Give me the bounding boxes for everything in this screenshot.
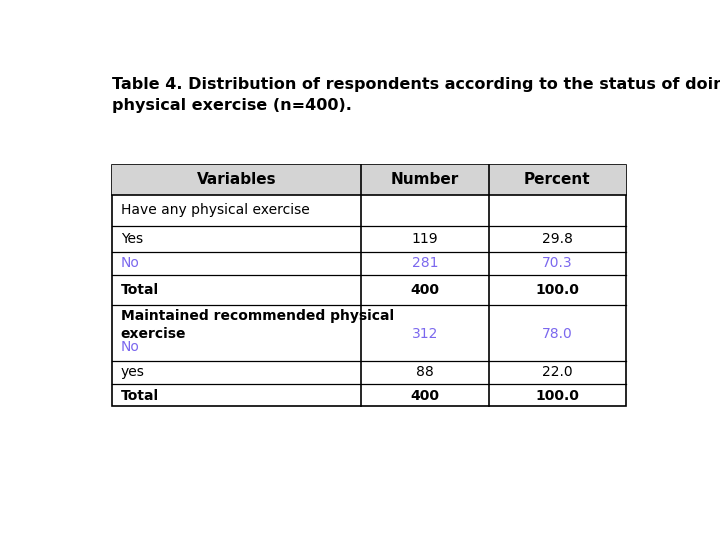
- Text: No: No: [121, 256, 140, 271]
- Text: 70.3: 70.3: [542, 256, 572, 271]
- Text: Maintained recommended physical
exercise: Maintained recommended physical exercise: [121, 309, 394, 341]
- Text: 119: 119: [412, 232, 438, 246]
- Text: No: No: [121, 340, 140, 354]
- Bar: [112, 165, 626, 194]
- Text: Number: Number: [391, 172, 459, 187]
- Text: 22.0: 22.0: [542, 365, 572, 379]
- Text: Yes: Yes: [121, 232, 143, 246]
- Text: Variables: Variables: [197, 172, 276, 187]
- Text: 400: 400: [410, 283, 439, 297]
- Text: Table 4. Distribution of respondents according to the status of doing
physical e: Table 4. Distribution of respondents acc…: [112, 77, 720, 113]
- Text: 78.0: 78.0: [542, 327, 572, 341]
- Text: 100.0: 100.0: [536, 389, 580, 403]
- Text: 400: 400: [410, 389, 439, 403]
- Text: 312: 312: [412, 327, 438, 341]
- Text: 100.0: 100.0: [536, 283, 580, 297]
- Text: Have any physical exercise: Have any physical exercise: [121, 203, 310, 217]
- Text: Total: Total: [121, 389, 159, 403]
- Text: 281: 281: [412, 256, 438, 271]
- Text: yes: yes: [121, 365, 145, 379]
- Text: Total: Total: [121, 283, 159, 297]
- Text: Percent: Percent: [524, 172, 590, 187]
- Text: 88: 88: [416, 365, 433, 379]
- Text: 29.8: 29.8: [542, 232, 573, 246]
